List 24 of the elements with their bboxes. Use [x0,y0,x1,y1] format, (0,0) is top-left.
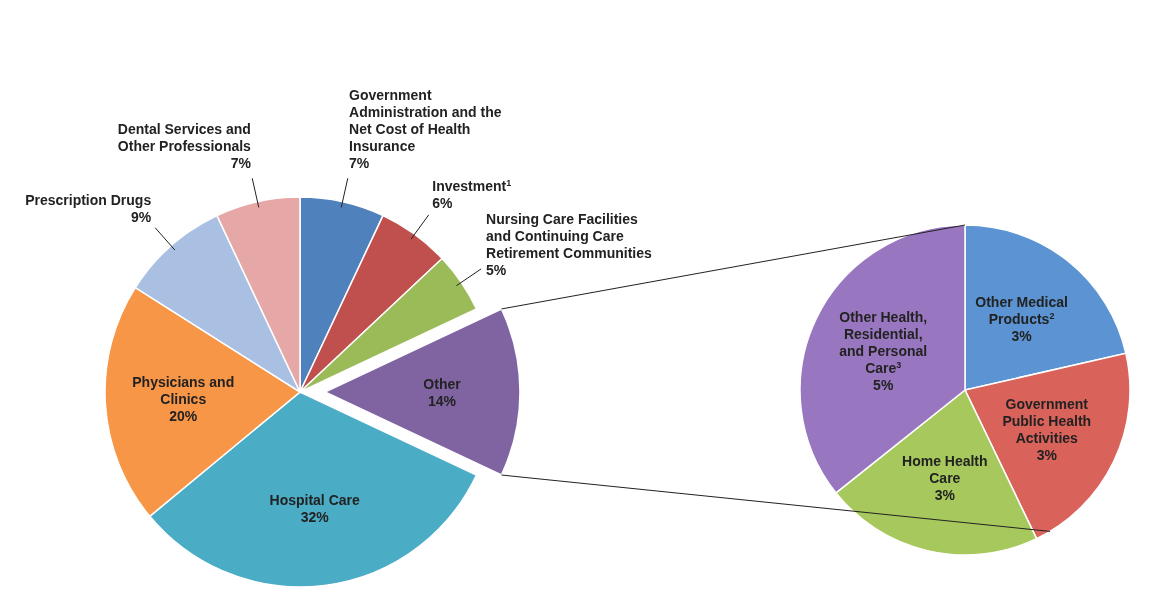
data-label: 3% [934,487,956,504]
data-label: 20% [169,408,198,425]
slice-label: Nursing Care Facilities and Continuing Care Retirement Communities [486,211,652,262]
slice-label: Government Administration and the Net Cost of Health Insurance [349,87,502,155]
data-label: 32% [300,508,330,525]
slice-label: Other [423,375,462,392]
data-label: 5% [486,262,507,279]
data-label: 3% [1036,446,1058,463]
data-label: 5% [873,376,894,393]
data-label: 9% [130,209,152,226]
slice-label: Government Public Health Activities [1002,395,1092,446]
slice-label: Hospital Care [269,491,360,508]
slice-label: Physicians and Clinics [132,374,235,408]
slice-label: Other Health, Residential, and Personal Care$^{3}$ [839,308,928,376]
slice-label: Other Medical Products$^{2}$ [975,294,1068,328]
data-label: 6% [432,195,454,212]
data-label: 7% [230,155,252,172]
data-label: 7% [349,155,370,172]
slice-label: Home Health Care [902,453,988,487]
slice-label: Dental Services and Other Professionals [117,121,252,155]
slice-label: Prescription Drugs [25,192,152,209]
data-label: 3% [1011,328,1033,345]
data-label: 14% [427,392,457,409]
slice-label: Investment$^{1}$ [432,178,512,195]
